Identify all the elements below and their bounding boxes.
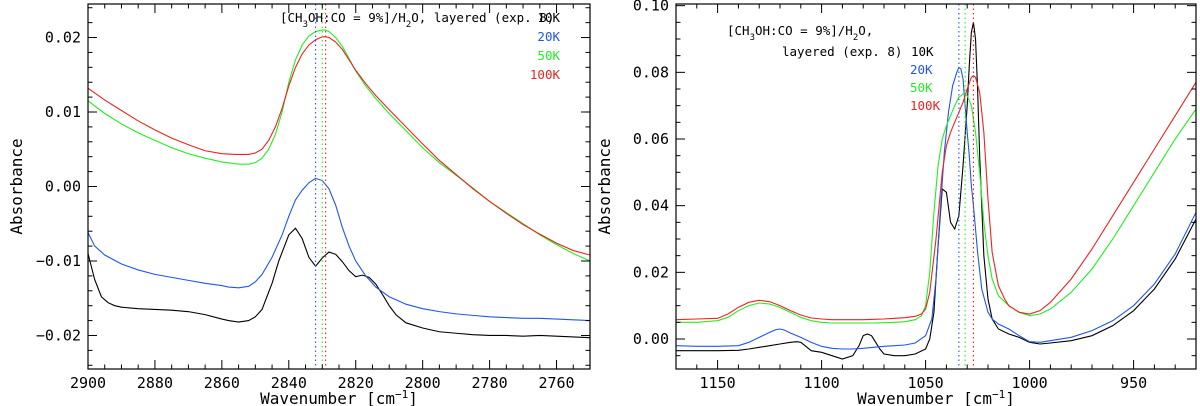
series-line-50K bbox=[88, 30, 590, 261]
x-tick-label: 2860 bbox=[204, 374, 240, 392]
legend-entry-20K: 20K bbox=[537, 29, 560, 44]
legend-title-line1: [CH3OH:CO = 9%]/H2O, bbox=[727, 23, 873, 43]
series-group bbox=[88, 4, 590, 369]
x-axis-title: Wavenumber [cm−1] bbox=[260, 388, 418, 406]
y-tick-label: 0.02 bbox=[45, 29, 81, 47]
x-axis-title: Wavenumber [cm−1] bbox=[857, 388, 1015, 406]
legend-title: [CH3OH:CO = 9%]/H2O, layered (exp. 8) bbox=[280, 10, 554, 30]
y-tick-label: 0.02 bbox=[633, 263, 669, 281]
legend-entry-50K: 50K bbox=[537, 48, 560, 63]
y-tick-label: 0.10 bbox=[633, 0, 669, 15]
x-tick-label: 2780 bbox=[472, 374, 508, 392]
series-line-100K bbox=[88, 37, 590, 255]
legend-entry-100K: 100K bbox=[530, 67, 561, 82]
legend-entry-50K: 50K bbox=[910, 80, 933, 95]
legend-entry-100K: 100K bbox=[910, 98, 941, 113]
y-axis-title: Absorbance bbox=[595, 138, 614, 234]
y-tick-label: 0.04 bbox=[633, 197, 669, 215]
x-tick-label: 1150 bbox=[700, 374, 736, 392]
legend-title-line2: layered (exp. 8) bbox=[782, 44, 902, 59]
series-line-50K bbox=[676, 94, 1196, 323]
x-tick-label: 2900 bbox=[70, 374, 106, 392]
series-line-20K bbox=[88, 178, 590, 320]
y-tick-label: 0.01 bbox=[45, 103, 81, 121]
right-panel: 1150 1100 1050 1000 9500.000.020.040.060.080… bbox=[595, 0, 1196, 406]
y-tick-label: −0.02 bbox=[36, 326, 81, 344]
legend-entry-10K: 10K bbox=[911, 44, 934, 59]
plot-frame bbox=[88, 4, 590, 369]
y-tick-label: 0.08 bbox=[633, 63, 669, 81]
x-tick-label: 1000 bbox=[1012, 374, 1048, 392]
series-group bbox=[676, 4, 1196, 369]
legend-entry-20K: 20K bbox=[910, 62, 933, 77]
y-tick-label: 0.00 bbox=[633, 330, 669, 348]
y-tick-label: 0.00 bbox=[45, 178, 81, 196]
y-axis-title: Absorbance bbox=[7, 138, 26, 234]
series-line-10K bbox=[88, 228, 590, 337]
left-panel: 2900 2880 2860 2840 2820 2800 2780 2760−0.02−0.… bbox=[7, 4, 590, 406]
legend: [CH3OH:CO = 9%]/H2O,layered (exp. 8) 10K 2… bbox=[727, 23, 941, 113]
x-tick-label: 950 bbox=[1120, 374, 1147, 392]
legend-entry-10K: 10K bbox=[537, 10, 560, 25]
y-tick-label: 0.06 bbox=[633, 130, 669, 148]
x-tick-label: 1100 bbox=[804, 374, 840, 392]
x-tick-label: 2760 bbox=[538, 374, 574, 392]
y-tick-label: −0.01 bbox=[36, 252, 81, 270]
figure-canvas: 2900 2880 2860 2840 2820 2800 2780 2760−0.02−0.… bbox=[0, 0, 1200, 406]
x-tick-label: 2880 bbox=[137, 374, 173, 392]
